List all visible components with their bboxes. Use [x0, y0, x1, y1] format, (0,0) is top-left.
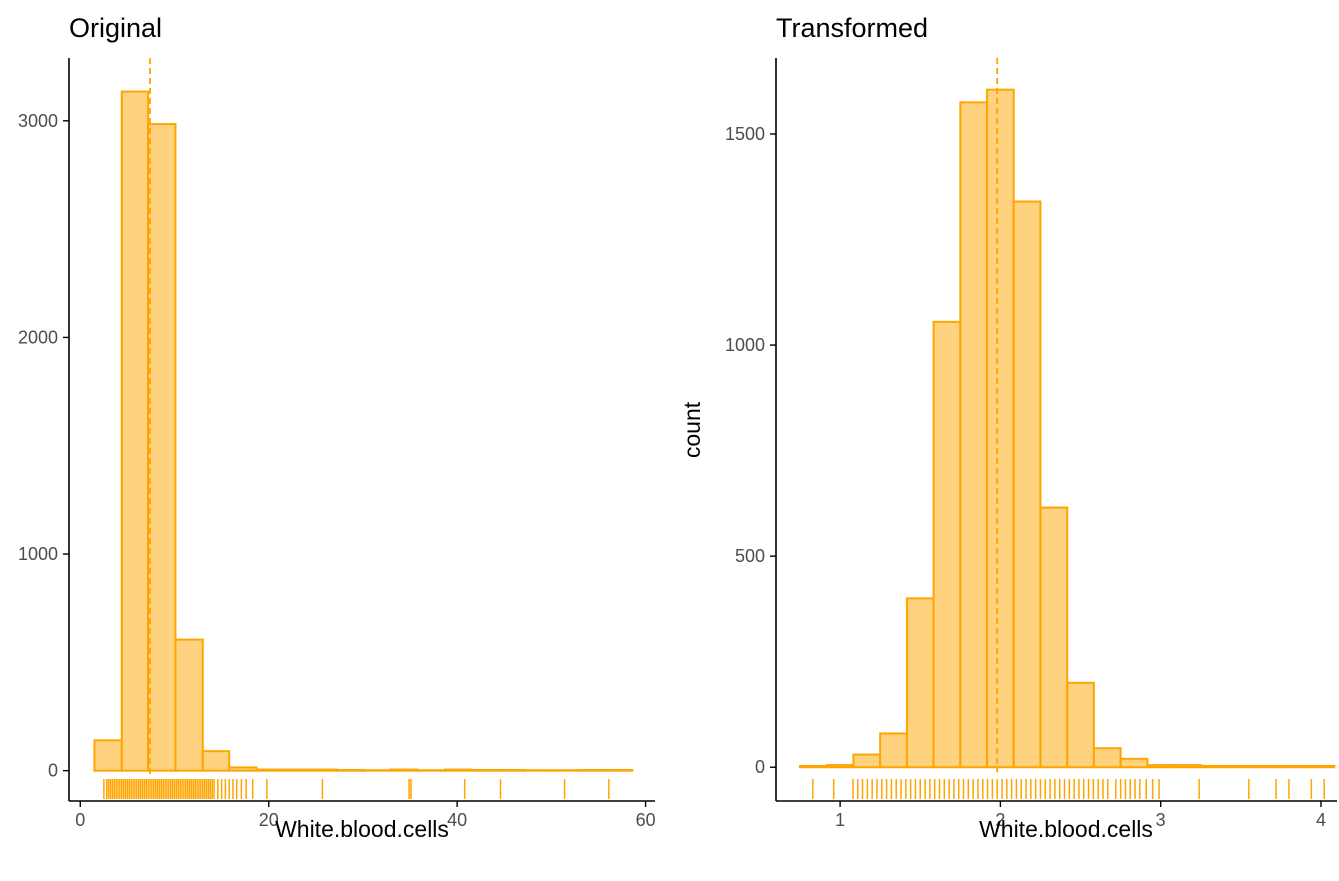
- histogram-bar: [1199, 764, 1229, 769]
- histogram-bar: [201, 750, 231, 772]
- histogram-bar: [120, 90, 150, 772]
- histogram-bar: [335, 769, 365, 772]
- histogram-bar: [905, 597, 935, 769]
- panel-original: Original 0 20 40 60 0 1000 2000 3000 White.blo…: [18, 13, 656, 842]
- y-tick-label: 3000: [18, 111, 58, 131]
- histogram-bar: [959, 101, 989, 769]
- histogram-bar: [309, 768, 338, 772]
- y-tick-label: 500: [735, 546, 765, 566]
- y-tick-label: 2000: [18, 327, 58, 347]
- histogram-bar: [577, 769, 608, 772]
- histogram-bar: [932, 320, 962, 769]
- x-tick-label: 20: [259, 810, 279, 830]
- x-tick-label: 0: [75, 810, 85, 830]
- histogram-bar: [228, 766, 258, 772]
- histogram-bar: [879, 732, 908, 769]
- y-tick-label: 1000: [18, 544, 58, 564]
- panel-title-original: Original: [69, 13, 162, 43]
- y-tick-label: 1000: [725, 335, 765, 355]
- panel-transformed: Transformed 1 2 3 4 0 500 1000 1500 count Whit…: [679, 13, 1337, 842]
- x-axis-label-original: White.blood.cells: [275, 816, 449, 842]
- histogram-bar: [1279, 764, 1309, 769]
- rug-transformed: [812, 779, 1325, 799]
- histogram-bar: [1012, 200, 1042, 769]
- histogram-bar: [986, 88, 1015, 769]
- histogram-bar: [389, 768, 419, 772]
- histogram-bar: [852, 753, 882, 769]
- histogram-bar: [497, 769, 526, 772]
- histogram-bar: [1119, 757, 1149, 769]
- y-tick-label: 1500: [725, 124, 765, 144]
- bars-original: [93, 90, 634, 772]
- bars-transformed: [799, 88, 1336, 769]
- histogram-bar: [1092, 747, 1122, 769]
- histogram-bar: [1226, 764, 1256, 769]
- histogram-bar: [443, 768, 473, 772]
- y-tick-label: 0: [755, 757, 765, 777]
- histogram-bar: [255, 768, 284, 772]
- x-tick-label: 2: [995, 810, 1005, 830]
- histogram-bar: [605, 769, 634, 772]
- y-tick-label: 0: [48, 761, 58, 781]
- histogram-bar: [1039, 506, 1069, 769]
- histogram-bar: [1172, 764, 1202, 769]
- histogram-bar: [1146, 764, 1175, 769]
- x-tick-label: 1: [835, 810, 845, 830]
- histogram-bar: [1253, 764, 1282, 769]
- histogram-bar: [470, 769, 500, 772]
- histogram-bar: [147, 123, 177, 772]
- histogram-bar: [799, 764, 828, 769]
- y-axis-label-transformed: count: [679, 401, 705, 458]
- histogram-bar: [174, 638, 204, 772]
- x-ticks-transformed: 1 2 3 4: [835, 801, 1326, 830]
- histogram-bar: [825, 764, 855, 769]
- histogram-bar: [1306, 764, 1336, 769]
- histogram-bar: [93, 739, 123, 772]
- y-ticks-original: 0 1000 2000 3000: [18, 111, 69, 781]
- x-tick-label: 4: [1316, 810, 1326, 830]
- panel-title-transformed: Transformed: [776, 13, 928, 43]
- rug-original: [103, 779, 610, 799]
- histogram-bar: [281, 768, 312, 772]
- x-ticks-original: 0 20 40 60: [75, 801, 656, 830]
- x-tick-label: 60: [636, 810, 656, 830]
- x-tick-label: 40: [447, 810, 467, 830]
- x-tick-label: 3: [1156, 810, 1166, 830]
- histogram-bar: [1066, 681, 1095, 769]
- x-axis-label-transformed: White.blood.cells: [979, 816, 1153, 842]
- y-ticks-transformed: 0 500 1000 1500: [725, 124, 776, 777]
